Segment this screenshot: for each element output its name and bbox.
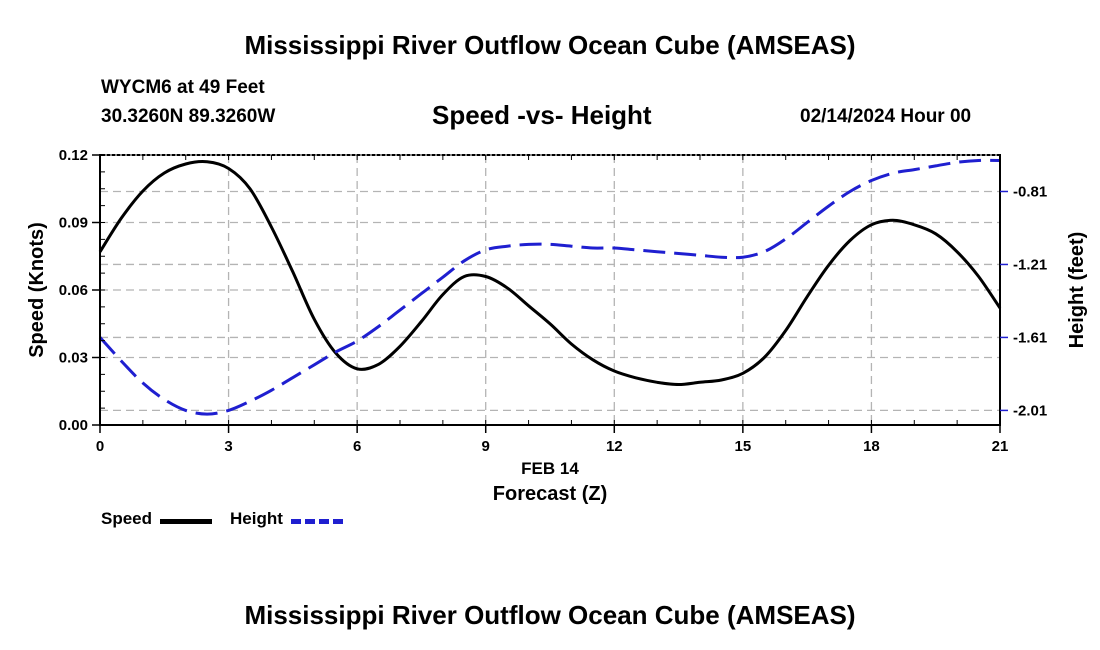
- x-tick-label: 15: [735, 438, 752, 455]
- y2-tick-label: -2.01: [1013, 402, 1047, 419]
- coordinates-label: 30.3260N 89.3260W: [101, 106, 276, 127]
- x-tick-label: 0: [96, 438, 104, 455]
- x-tick-label: 18: [863, 438, 880, 455]
- x-axis-date-label: FEB 14: [521, 459, 579, 478]
- y-tick-label: 0.00: [59, 417, 88, 434]
- legend-height-swatch: [291, 519, 343, 524]
- y-axis-label: Speed (Knots): [26, 222, 48, 358]
- legend-height-label: Height: [230, 509, 283, 528]
- speed-height-chart: 0 3 6 9 12 15 18 21 0.00 0.03 0.06 0.09 0.12 -2.01 -1.…: [26, 147, 1088, 505]
- legend-speed-swatch: [160, 519, 212, 524]
- y-tick-label: 0.09: [59, 215, 88, 232]
- footer-title: Mississippi River Outflow Ocean Cube (AM…: [244, 600, 856, 630]
- x-tick-label: 3: [224, 438, 232, 455]
- x-tick-label: 12: [606, 438, 623, 455]
- x-tick-label: 9: [482, 438, 490, 455]
- grid-lines: [100, 155, 1000, 425]
- chart-title: Speed -vs- Height: [432, 100, 652, 130]
- height-series-line: [98, 158, 1001, 416]
- forecast-date: 02/14/2024 Hour 00: [800, 106, 972, 127]
- y2-tick-label: -0.81: [1013, 183, 1047, 200]
- main-title: Mississippi River Outflow Ocean Cube (AM…: [244, 30, 856, 60]
- y-tick-label: 0.03: [59, 350, 88, 367]
- series-lines: [98, 158, 1002, 416]
- y-tick-label: 0.12: [59, 147, 88, 164]
- y-tick-label: 0.06: [59, 282, 88, 299]
- y2-axis-label: Height (feet): [1066, 232, 1088, 349]
- x-tick-label: 6: [353, 438, 361, 455]
- axis-ticks: [92, 154, 1008, 433]
- y2-tick-label: -1.21: [1013, 256, 1047, 273]
- x-tick-label: 21: [992, 438, 1009, 455]
- y2-tick-label: -1.61: [1013, 329, 1047, 346]
- speed-series-line: [98, 160, 1002, 386]
- station-label: WYCM6 at 49 Feet: [101, 77, 265, 98]
- tick-labels: 0 3 6 9 12 15 18 21 0.00 0.03 0.06 0.09 0.12 -2.01 -1.…: [59, 147, 1047, 455]
- x-axis-label: Forecast (Z): [493, 483, 607, 505]
- legend-speed-label: Speed: [101, 509, 153, 528]
